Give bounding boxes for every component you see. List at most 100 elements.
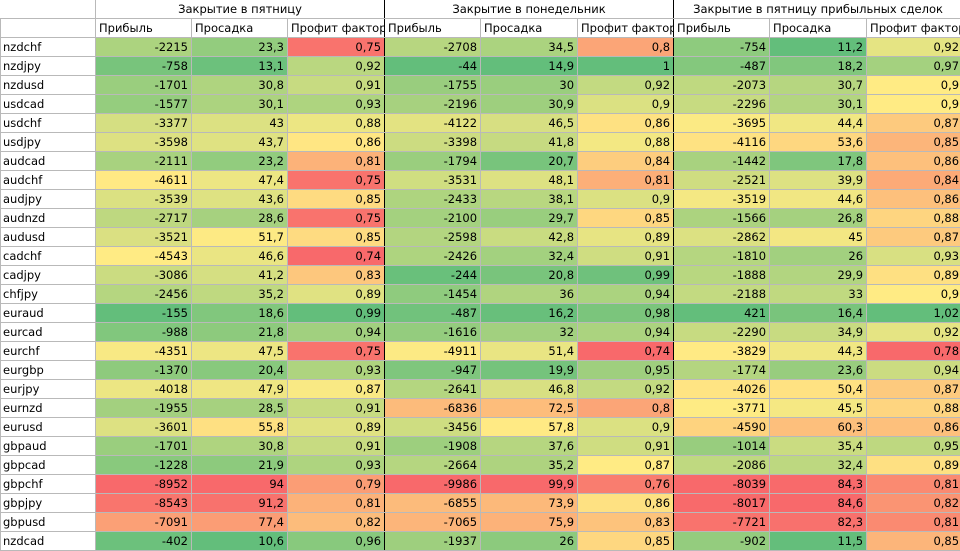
drawdown-cell[interactable]: 47,4 (192, 171, 288, 190)
profit-factor-cell[interactable]: 0,92 (578, 76, 674, 95)
drawdown-cell[interactable]: 28,5 (192, 399, 288, 418)
drawdown-cell[interactable]: 47,9 (192, 380, 288, 399)
drawdown-cell[interactable]: 46,5 (481, 114, 578, 133)
drawdown-cell[interactable]: 32 (481, 323, 578, 342)
drawdown-cell[interactable]: 32,4 (770, 456, 867, 475)
profit-cell[interactable]: -3771 (674, 399, 770, 418)
profit-factor-cell[interactable]: 0,91 (578, 247, 674, 266)
pair-label-cell[interactable]: audusd (1, 228, 96, 247)
profit-cell[interactable]: -3539 (96, 190, 192, 209)
profit-cell[interactable]: -8017 (674, 494, 770, 513)
profit-cell[interactable]: -1014 (674, 437, 770, 456)
profit-cell[interactable]: -2188 (674, 285, 770, 304)
profit-factor-cell[interactable]: 0,89 (578, 228, 674, 247)
profit-factor-cell[interactable]: 1,02 (867, 304, 960, 323)
profit-factor-cell[interactable]: 0,9 (578, 95, 674, 114)
drawdown-cell[interactable]: 34,9 (770, 323, 867, 342)
profit-cell[interactable]: -3598 (96, 133, 192, 152)
drawdown-cell[interactable]: 29,7 (481, 209, 578, 228)
drawdown-cell[interactable]: 44,6 (770, 190, 867, 209)
column-header[interactable]: Профит фактор (288, 19, 385, 38)
profit-factor-cell[interactable]: 0,95 (578, 361, 674, 380)
profit-cell[interactable]: -7721 (674, 513, 770, 532)
drawdown-cell[interactable]: 23,3 (192, 38, 288, 57)
drawdown-cell[interactable]: 46,8 (481, 380, 578, 399)
column-header[interactable]: Просадка (192, 19, 288, 38)
profit-factor-cell[interactable]: 0,92 (578, 380, 674, 399)
profit-cell[interactable]: -6836 (385, 399, 481, 418)
profit-factor-cell[interactable]: 0,78 (867, 342, 960, 361)
drawdown-cell[interactable]: 30 (481, 76, 578, 95)
profit-cell[interactable]: -244 (385, 266, 481, 285)
drawdown-cell[interactable]: 18,6 (192, 304, 288, 323)
drawdown-cell[interactable]: 60,3 (770, 418, 867, 437)
drawdown-cell[interactable]: 10,6 (192, 532, 288, 551)
group-header[interactable]: Закрытие в пятницу (96, 0, 385, 19)
profit-factor-cell[interactable]: 0,93 (288, 361, 385, 380)
drawdown-cell[interactable]: 51,4 (481, 342, 578, 361)
profit-factor-cell[interactable]: 0,88 (288, 114, 385, 133)
drawdown-cell[interactable]: 46,6 (192, 247, 288, 266)
drawdown-cell[interactable]: 11,2 (770, 38, 867, 57)
drawdown-cell[interactable]: 30,8 (192, 437, 288, 456)
drawdown-cell[interactable]: 14,9 (481, 57, 578, 76)
profit-factor-cell[interactable]: 0,75 (288, 209, 385, 228)
drawdown-cell[interactable]: 45 (770, 228, 867, 247)
pair-label-cell[interactable]: nzdjpy (1, 57, 96, 76)
profit-cell[interactable]: -2426 (385, 247, 481, 266)
profit-factor-cell[interactable]: 0,75 (288, 171, 385, 190)
profit-cell[interactable]: -1454 (385, 285, 481, 304)
profit-factor-cell[interactable]: 0,88 (578, 133, 674, 152)
profit-cell[interactable]: -2196 (385, 95, 481, 114)
profit-factor-cell[interactable]: 0,87 (867, 228, 960, 247)
profit-factor-cell[interactable]: 0,9 (578, 190, 674, 209)
drawdown-cell[interactable]: 82,3 (770, 513, 867, 532)
drawdown-cell[interactable]: 43 (192, 114, 288, 133)
pair-label-cell[interactable]: gbpusd (1, 513, 96, 532)
pair-label-cell[interactable]: usdcad (1, 95, 96, 114)
profit-factor-cell[interactable]: 0,93 (288, 456, 385, 475)
pair-label-cell[interactable]: gbpchf (1, 475, 96, 494)
pair-label-cell[interactable]: audchf (1, 171, 96, 190)
drawdown-cell[interactable]: 30,1 (770, 95, 867, 114)
column-header[interactable]: Профит фактор (578, 19, 674, 38)
drawdown-cell[interactable]: 36 (481, 285, 578, 304)
pair-label-cell[interactable]: euraud (1, 304, 96, 323)
profit-factor-cell[interactable]: 0,93 (288, 95, 385, 114)
profit-factor-cell[interactable]: 0,76 (578, 475, 674, 494)
pair-label-cell[interactable]: eurusd (1, 418, 96, 437)
profit-cell[interactable]: -3829 (674, 342, 770, 361)
profit-cell[interactable]: -1755 (385, 76, 481, 95)
profit-cell[interactable]: -1370 (96, 361, 192, 380)
pair-label-cell[interactable]: audjpy (1, 190, 96, 209)
pair-label-cell[interactable]: eurchf (1, 342, 96, 361)
profit-factor-cell[interactable]: 0,88 (867, 209, 960, 228)
profit-cell[interactable]: -902 (674, 532, 770, 551)
drawdown-cell[interactable]: 55,8 (192, 418, 288, 437)
profit-cell[interactable]: -1810 (674, 247, 770, 266)
pair-label-cell[interactable]: audnzd (1, 209, 96, 228)
profit-factor-cell[interactable]: 1 (578, 57, 674, 76)
profit-factor-cell[interactable]: 0,89 (288, 285, 385, 304)
drawdown-cell[interactable]: 23,6 (770, 361, 867, 380)
profit-cell[interactable]: -8543 (96, 494, 192, 513)
profit-cell[interactable]: -3695 (674, 114, 770, 133)
profit-cell[interactable]: -44 (385, 57, 481, 76)
profit-factor-cell[interactable]: 0,84 (867, 171, 960, 190)
profit-cell[interactable]: -1616 (385, 323, 481, 342)
profit-factor-cell[interactable]: 0,86 (578, 494, 674, 513)
drawdown-cell[interactable]: 21,8 (192, 323, 288, 342)
pair-label-cell[interactable]: gbpjpy (1, 494, 96, 513)
profit-factor-cell[interactable]: 0,86 (288, 133, 385, 152)
profit-factor-cell[interactable]: 0,8 (578, 38, 674, 57)
profit-cell[interactable]: -2717 (96, 209, 192, 228)
drawdown-cell[interactable]: 30,9 (481, 95, 578, 114)
drawdown-cell[interactable]: 38,1 (481, 190, 578, 209)
profit-factor-cell[interactable]: 0,91 (578, 437, 674, 456)
profit-cell[interactable]: -1701 (96, 437, 192, 456)
drawdown-cell[interactable]: 35,2 (481, 456, 578, 475)
profit-factor-cell[interactable]: 0,82 (288, 513, 385, 532)
profit-factor-cell[interactable]: 0,79 (288, 475, 385, 494)
drawdown-cell[interactable]: 30,1 (192, 95, 288, 114)
profit-factor-cell[interactable]: 0,87 (288, 380, 385, 399)
